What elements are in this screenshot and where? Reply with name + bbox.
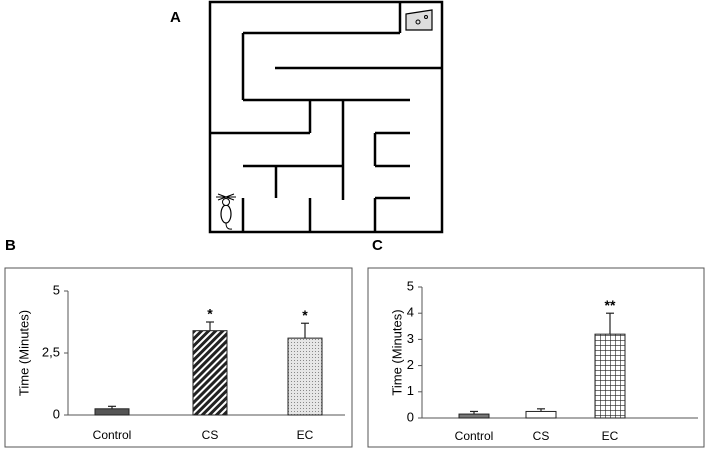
bar [458,413,490,419]
bar [287,337,323,416]
panel-frame [4,267,353,448]
y-tick-label: 4 [407,305,414,320]
y-tick-label: 5 [53,282,60,297]
x-tick-label: EC [297,428,314,442]
bar [192,330,228,416]
y-tick-label: 1 [407,383,414,398]
bar [94,408,130,416]
bar [594,333,626,419]
panel-label: A [170,9,181,26]
bar [525,410,557,419]
x-tick-label: Control [455,429,494,443]
y-tick-label: 5 [407,278,414,293]
x-tick-label: CS [202,428,219,442]
y-axis-label: Time (Minutes) [16,310,31,396]
panel-frame [367,267,705,448]
annotation: ** [605,297,616,313]
y-axis-label: Time (Minutes) [389,309,404,395]
y-tick-label: 0 [407,409,414,424]
y-tick-label: 2,5 [42,344,60,359]
panel-label: B [5,237,16,254]
annotation: * [207,306,213,322]
panel-label: C [372,237,383,254]
y-tick-label: 2 [407,357,414,372]
y-tick-label: 3 [407,331,414,346]
x-tick-label: CS [533,429,550,443]
maze [208,0,444,234]
annotation: * [302,307,308,323]
x-tick-label: EC [602,429,619,443]
y-tick-label: 0 [53,406,60,421]
x-tick-label: Control [93,428,132,442]
